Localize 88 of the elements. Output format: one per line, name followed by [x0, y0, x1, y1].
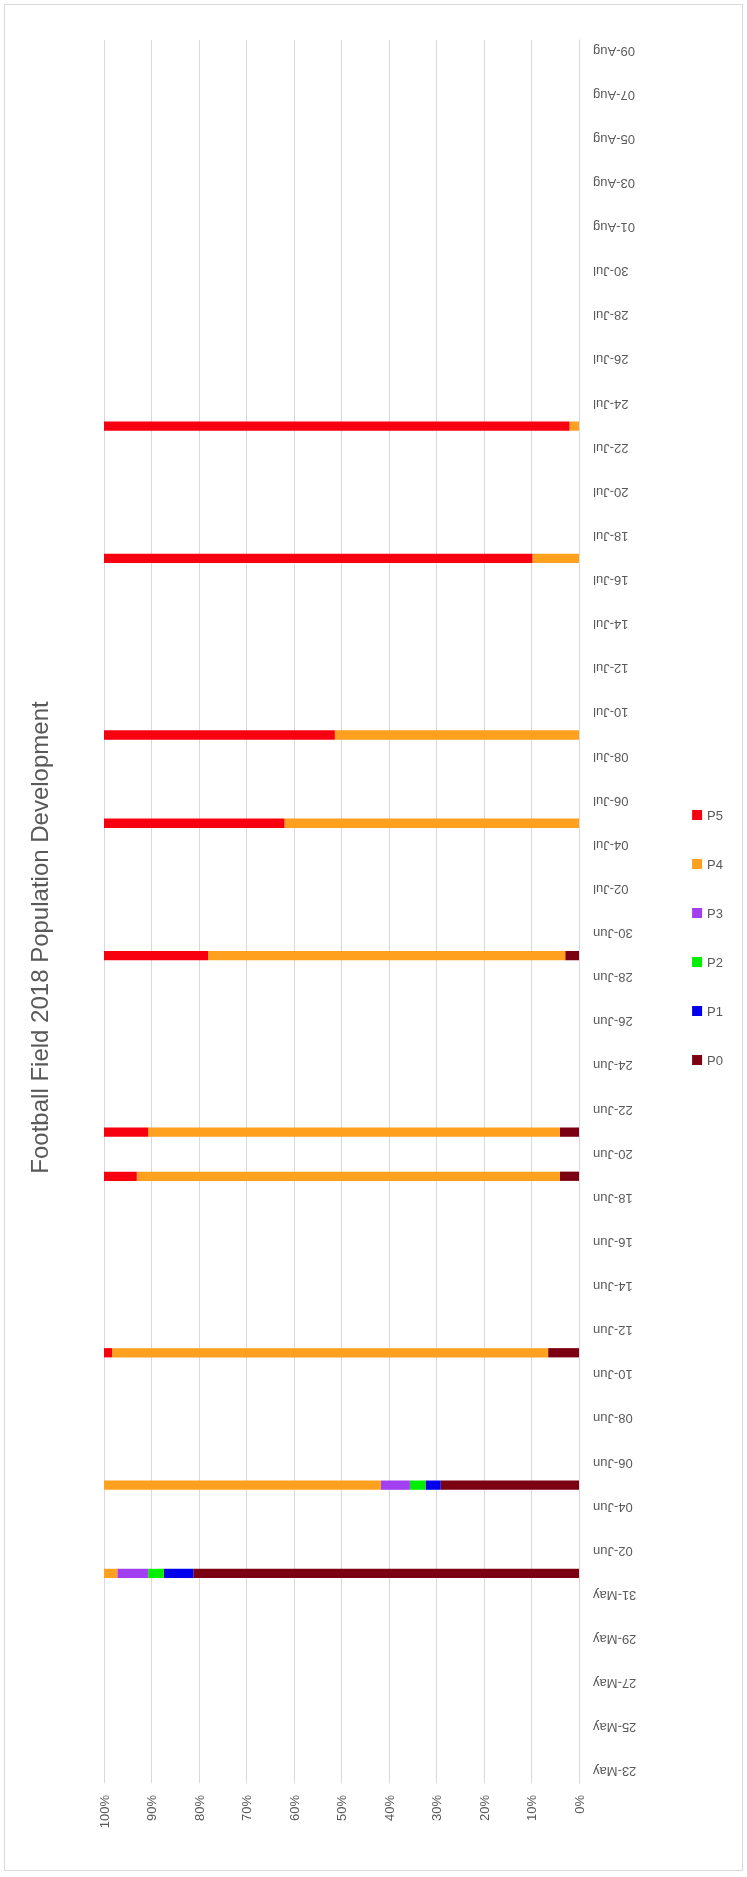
y-tick-label: 01-Aug — [593, 220, 635, 236]
y-tick-label: 30-Jun — [593, 926, 633, 942]
x-tick-label: 100% — [96, 1794, 112, 1829]
legend-label: P0 — [707, 1052, 724, 1068]
y-tick-label: 04-Jul — [592, 837, 629, 853]
bar — [560, 1171, 579, 1181]
y-tick-label: 12-Jun — [593, 1323, 633, 1339]
bar — [148, 1127, 560, 1137]
y-tick-label: 09-Aug — [593, 43, 635, 59]
bar — [380, 1480, 410, 1490]
y-tick-label: 12-Jul — [592, 661, 629, 677]
bar — [104, 730, 335, 740]
legend-label: P4 — [707, 856, 724, 872]
bar — [193, 1568, 579, 1579]
y-tick-label: 18-Jun — [593, 1190, 633, 1206]
y-tick-label: 07-Aug — [593, 87, 635, 103]
bar — [334, 730, 579, 740]
y-tick-label: 14-Jun — [593, 1279, 633, 1295]
y-tick-label: 24-Jun — [593, 1058, 633, 1074]
y-tick-label: 22-Jul — [592, 440, 629, 456]
bar — [425, 1480, 441, 1490]
y-tick-label: 18-Jul — [592, 528, 629, 544]
x-tick-label: 0% — [571, 1794, 587, 1814]
bar — [136, 1171, 560, 1181]
legend-label: P3 — [707, 905, 724, 921]
bar — [104, 1348, 113, 1358]
x-tick-label: 80% — [191, 1794, 207, 1822]
y-tick-label: 14-Jul — [592, 617, 629, 633]
x-tick-label: 30% — [429, 1794, 444, 1822]
y-tick-label: 02-Jun — [593, 1543, 633, 1559]
y-tick-label: 08-Jul — [592, 749, 629, 765]
legend-label: P2 — [707, 954, 724, 970]
bar — [104, 1127, 149, 1137]
y-tick-label: 08-Jun — [593, 1411, 633, 1427]
y-tick-label: 16-Jun — [593, 1234, 633, 1250]
y-tick-label: 16-Jul — [592, 573, 629, 589]
y-tick-label: 28-Jul — [592, 308, 629, 324]
y-tick-label: 06-Jul — [592, 793, 629, 809]
bar — [532, 553, 579, 564]
bar — [104, 553, 533, 564]
y-tick-label: 26-Jul — [592, 352, 629, 368]
legend-label: P5 — [707, 807, 724, 823]
y-tick-label: 28-Jun — [593, 970, 633, 986]
y-tick-label: 03-Aug — [593, 175, 635, 191]
y-tick-label: 30-Jul — [592, 264, 629, 280]
y-tick-label: 20-Jun — [593, 1146, 633, 1162]
bar — [548, 1348, 579, 1358]
y-tick-label: 22-Jun — [593, 1102, 633, 1118]
text: Football Field 2018 Population Development — [25, 701, 53, 1174]
bar — [148, 1568, 164, 1579]
bar — [409, 1480, 426, 1490]
bar — [440, 1480, 579, 1490]
bar — [565, 950, 579, 961]
y-tick-label: 10-Jun — [593, 1367, 633, 1383]
y-tick-label: 25-May — [592, 1720, 637, 1736]
y-tick-label: 31-May — [592, 1587, 637, 1603]
x-tick-label: 70% — [239, 1794, 254, 1822]
bar — [112, 1348, 549, 1358]
y-tick-label: 05-Aug — [593, 131, 635, 147]
bar — [117, 1568, 149, 1579]
bar — [104, 818, 285, 828]
y-tick-label: 02-Jul — [592, 881, 629, 897]
bar — [284, 818, 579, 828]
x-tick-label: 50% — [334, 1794, 349, 1822]
x-tick-label: 40% — [381, 1794, 397, 1822]
legend-label: P1 — [707, 1003, 724, 1019]
y-tick-label: 04-Jun — [593, 1499, 633, 1515]
y-tick-label: 23-May — [592, 1764, 637, 1780]
y-tick-label: 26-Jun — [593, 1014, 633, 1030]
bar — [104, 421, 570, 431]
x-tick-label: 60% — [286, 1794, 302, 1822]
bar — [208, 950, 566, 961]
bar — [163, 1568, 194, 1579]
x-tick-label: 20% — [476, 1794, 492, 1822]
y-tick-label: 20-Jul — [592, 484, 629, 500]
y-tick-label: 29-May — [592, 1632, 637, 1648]
bar — [569, 421, 579, 431]
y-tick-label: 27-May — [592, 1676, 637, 1692]
y-tick-label: 06-Jun — [593, 1455, 633, 1471]
bar — [104, 1568, 118, 1579]
bar — [560, 1127, 579, 1137]
y-tick-label: 10-Jul — [592, 705, 629, 721]
bar — [104, 950, 209, 961]
y-tick-label: 24-Jul — [592, 396, 629, 412]
bar — [104, 1171, 137, 1181]
x-tick-label: 90% — [144, 1794, 159, 1822]
x-tick-label: 10% — [524, 1794, 539, 1822]
bar — [104, 1480, 381, 1490]
